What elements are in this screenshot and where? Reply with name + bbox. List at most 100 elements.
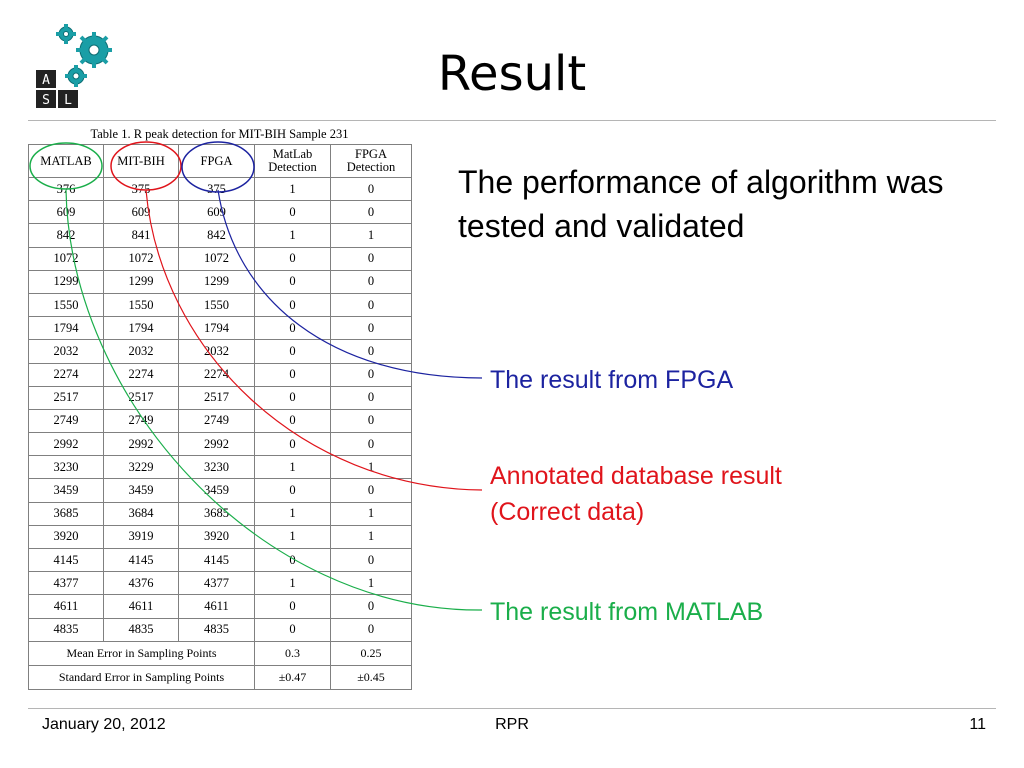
table-cell: 0 [254, 316, 331, 341]
table-cell: 4145 [103, 547, 179, 573]
table-cell: 2517 [178, 385, 255, 410]
header-text-line: Detection [268, 160, 317, 174]
table-cell: 2992 [178, 432, 255, 457]
table-cell: 2032 [103, 339, 179, 364]
table-cell: 0 [330, 176, 412, 202]
table-cell: 3459 [178, 478, 255, 503]
table-cell: 609 [103, 200, 179, 225]
table-cell: 0 [330, 594, 412, 619]
table-cell: 375 [178, 176, 255, 202]
footer-divider [28, 708, 996, 709]
table-cell: 0 [254, 617, 331, 642]
table-cell: 0 [254, 269, 331, 294]
table-cell: 1550 [178, 292, 255, 318]
table-cell: 1 [254, 524, 331, 550]
table-cell: 2274 [178, 362, 255, 387]
asl-logo: A S L [36, 24, 112, 108]
table-summary-row: Mean Error in Sampling Points 0.3 0.25 [28, 640, 412, 666]
table-row: 2749 2749 2749 0 0 [28, 408, 412, 434]
results-table: MATLAB MIT-BIH FPGA MatLab Detection FPGA Dete… [28, 144, 412, 690]
logo-letter-s: S [42, 93, 50, 108]
table-cell: 2517 [28, 385, 104, 410]
table-header-cell: FPGA [178, 144, 255, 178]
table-cell: 0 [254, 385, 331, 410]
summary-matlab-value: ±0.47 [254, 664, 331, 690]
table-cell: 2032 [178, 339, 255, 364]
table-cell: 842 [28, 223, 104, 248]
table-cell: 2517 [103, 385, 179, 410]
table-cell: 4145 [178, 547, 255, 573]
table-cell: 1794 [103, 316, 179, 341]
table-cell: 1072 [178, 246, 255, 271]
footer-center-label: RPR [495, 716, 529, 733]
page-number: 11 [969, 716, 986, 733]
table-cell: 0 [330, 339, 412, 364]
table-cell: 609 [28, 200, 104, 225]
table-row: 376 375 375 1 0 [28, 176, 412, 202]
table-cell: 1072 [103, 246, 179, 271]
table-cell: 3459 [28, 478, 104, 503]
table-cell: 0 [254, 292, 331, 318]
table-cell: 375 [103, 176, 179, 202]
table-cell: 4835 [103, 617, 179, 642]
table-cell: 3230 [28, 455, 104, 480]
table-cell: 4376 [103, 571, 179, 596]
table-row: 1794 1794 1794 0 0 [28, 316, 412, 341]
table-row: 3920 3919 3920 1 1 [28, 524, 412, 550]
table-cell: 1072 [28, 246, 104, 271]
header-text-line: MIT-BIH [117, 153, 165, 168]
table-row: 3230 3229 3230 1 1 [28, 455, 412, 480]
table-cell: 1 [254, 501, 331, 526]
table-cell: 842 [178, 223, 255, 248]
table-cell: 1299 [28, 269, 104, 294]
summary-matlab-value: 0.3 [254, 640, 331, 666]
table-row: 2032 2032 2032 0 0 [28, 339, 412, 364]
summary-fpga-value: 0.25 [330, 640, 412, 666]
table-cell: 0 [330, 408, 412, 434]
table-cell: 3920 [28, 524, 104, 550]
matlab-annotation: The result from MATLAB [490, 598, 764, 626]
table-cell: 2274 [28, 362, 104, 387]
table-cell: 376 [28, 176, 104, 202]
table-cell: 4835 [28, 617, 104, 642]
table-cell: 2749 [178, 408, 255, 434]
table-cell: 1 [254, 455, 331, 480]
table-cell: 1 [254, 176, 331, 202]
table-cell: 0 [330, 547, 412, 573]
table-cell: 0 [254, 339, 331, 364]
table-cell: 0 [330, 246, 412, 271]
table-cell: 0 [330, 362, 412, 387]
header-text-line: MATLAB [40, 153, 92, 168]
table-header-cell: MIT-BIH [103, 144, 179, 178]
table-row: 3459 3459 3459 0 0 [28, 478, 412, 503]
table-cell: 1299 [178, 269, 255, 294]
table-summary-row: Standard Error in Sampling Points ±0.47 ±0… [28, 664, 412, 690]
table-cell: 0 [330, 292, 412, 318]
table-row: 4377 4376 4377 1 1 [28, 571, 412, 596]
table-cell: 2749 [28, 408, 104, 434]
table-cell: 3684 [103, 501, 179, 526]
table-cell: 609 [178, 200, 255, 225]
table-cell: 0 [254, 246, 331, 271]
table-cell: 4377 [178, 571, 255, 596]
header-text-line: FPGA [200, 153, 233, 168]
table-cell: 0 [254, 594, 331, 619]
table-cell: 0 [330, 385, 412, 410]
table-cell: 3685 [178, 501, 255, 526]
table-cell: 0 [330, 432, 412, 457]
table-header-cell: MatLab Detection [254, 144, 331, 178]
table-cell: 2749 [103, 408, 179, 434]
table-cell: 0 [330, 269, 412, 294]
results-table-container: Table 1. R peak detection for MIT-BIH Sa… [28, 124, 412, 690]
table-cell: 1 [254, 571, 331, 596]
table-cell: 2992 [103, 432, 179, 457]
logo-letter-blocks: A S L [36, 70, 78, 108]
table-cell: 0 [330, 617, 412, 642]
summary-label: Mean Error in Sampling Points [28, 640, 255, 666]
table-cell: 4611 [103, 594, 179, 619]
table-row: 2274 2274 2274 0 0 [28, 362, 412, 387]
database-annotation-line1: Annotated database result [490, 462, 782, 490]
table-cell: 1550 [28, 292, 104, 318]
table-cell: 2992 [28, 432, 104, 457]
table-row: 3685 3684 3685 1 1 [28, 501, 412, 526]
